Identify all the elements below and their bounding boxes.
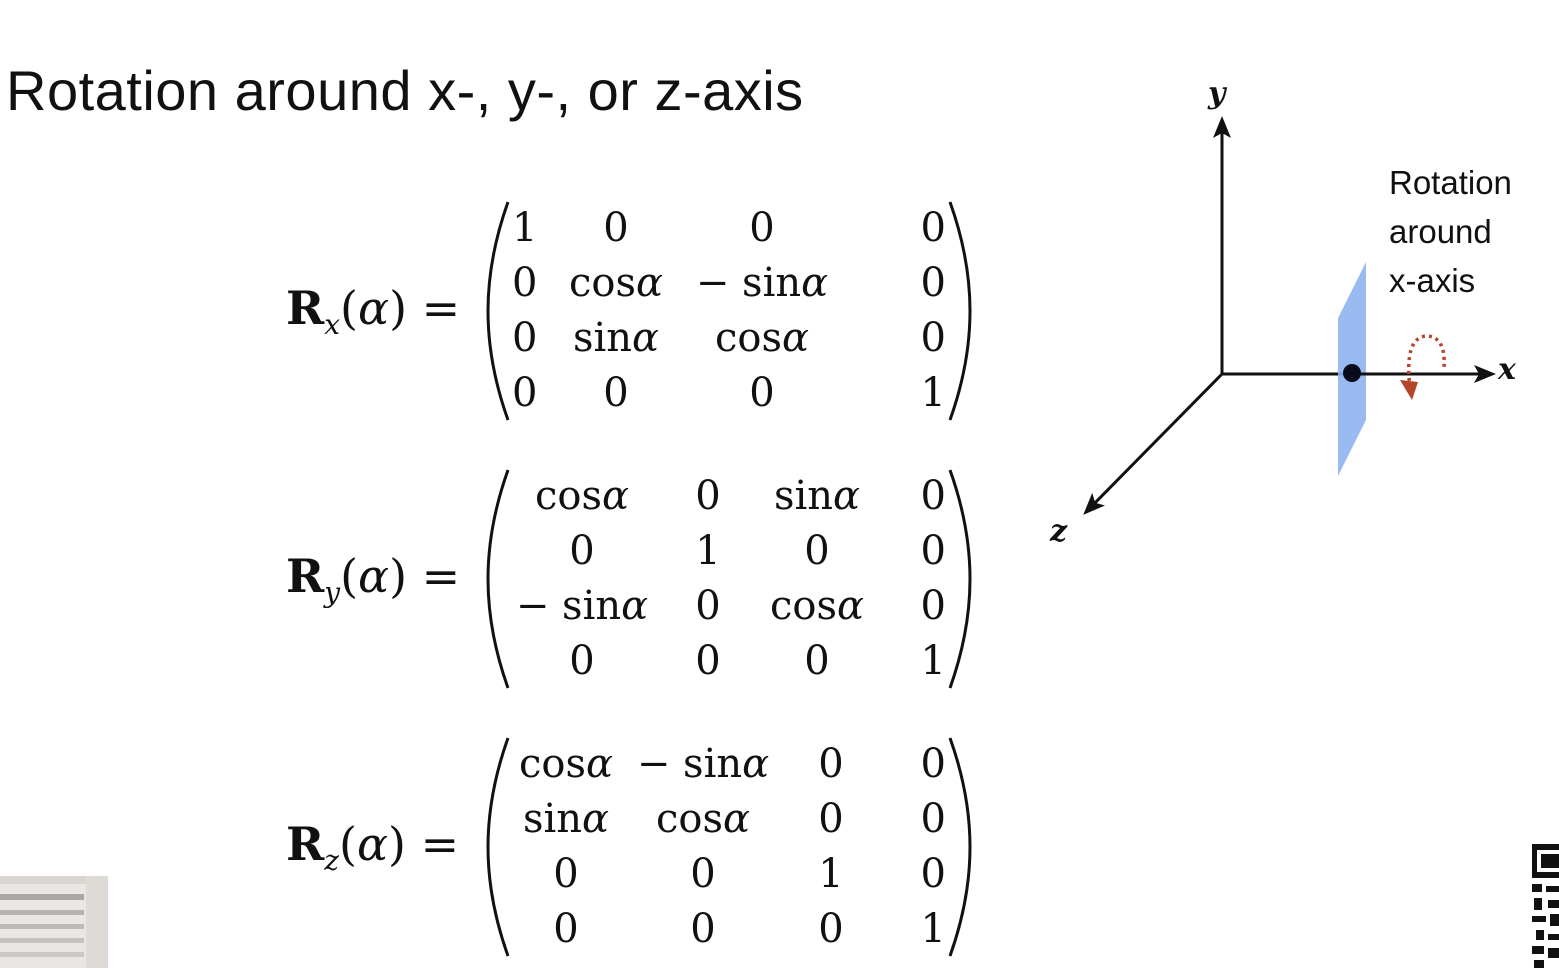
matrix-cell: cos α — [518, 740, 614, 787]
matrix-cell: 0 — [920, 472, 946, 519]
lhs-argument: α — [358, 549, 390, 603]
matrix-cell: 0 — [603, 369, 629, 416]
matrix-cell: − sin α — [636, 740, 770, 787]
matrix-cell: 0 — [749, 369, 775, 416]
matrix-cell: 0 — [920, 740, 946, 787]
caption-line: x-axis — [1389, 262, 1476, 299]
matrix-cell: − sin α — [695, 259, 829, 306]
left-bracket-icon — [486, 469, 510, 689]
matrix-cell: 0 — [920, 259, 946, 306]
qr-code-icon — [1530, 842, 1559, 968]
matrix-cell: 1 — [512, 204, 538, 251]
equation-ry: Ry(α) = cos α 0 sin α 0 0 1 0 0 − sin α … — [286, 464, 972, 694]
matrix-cell: 0 — [690, 905, 716, 952]
matrix-cell: 0 — [603, 204, 629, 251]
matrix-cell: cos α — [769, 582, 865, 629]
matrix-cell: cos α — [714, 314, 810, 361]
axes-svg — [1083, 116, 1496, 515]
matrix-cell: 0 — [818, 795, 844, 842]
corner-photo — [0, 876, 108, 968]
paren-close: ) = — [389, 281, 461, 335]
matrix-cell: 0 — [553, 905, 579, 952]
slide-title: Rotation around x-, y-, or z-axis — [6, 59, 804, 122]
matrix-cell: 0 — [818, 740, 844, 787]
lhs-argument: α — [357, 281, 390, 335]
matrix-cell: 1 — [818, 850, 844, 897]
matrix-ry: cos α 0 sin α 0 0 1 0 0 − sin α 0 cos α … — [486, 466, 972, 692]
matrix-cell: cos α — [655, 795, 751, 842]
left-bracket-icon — [486, 201, 510, 421]
lhs-ry: Ry(α) = — [286, 549, 486, 609]
equation-rz: Rz(α) = cos α − sin α 0 0 sin α cos α 0 … — [286, 732, 972, 962]
matrix-cell: 1 — [920, 637, 946, 684]
matrix-grid: cos α 0 sin α 0 0 1 0 0 − sin α 0 cos α … — [512, 466, 946, 688]
paren-close: ) = — [388, 817, 460, 871]
matrix-cell: 0 — [569, 637, 595, 684]
matrix-grid: 1 0 0 0 0 cos α − sin α 0 0 sin α cos α … — [512, 198, 946, 420]
matrix-cell: 0 — [804, 527, 830, 574]
caption-line: around — [1389, 213, 1492, 250]
lhs-rz: Rz(α) = — [286, 817, 486, 877]
matrix-cell: 0 — [749, 204, 775, 251]
matrix-cell: sin α — [572, 314, 660, 361]
lhs-subscript: y — [324, 576, 341, 609]
matrix-cell: 0 — [920, 850, 946, 897]
axis-point — [1343, 364, 1361, 382]
lhs-argument: α — [356, 817, 389, 871]
lhs-subscript: z — [324, 844, 339, 877]
matrix-cell: 0 — [920, 314, 946, 361]
matrix-grid: cos α − sin α 0 0 sin α cos α 0 0 0 0 1 … — [512, 734, 946, 956]
matrix-cell: 0 — [569, 527, 595, 574]
matrix-cell: − sin α — [515, 582, 649, 629]
matrix-cell: 0 — [804, 637, 830, 684]
matrix-cell: 0 — [553, 850, 579, 897]
paren-open: ( — [340, 281, 358, 335]
matrix-rx: 1 0 0 0 0 cos α − sin α 0 0 sin α cos α … — [486, 198, 972, 424]
matrix-cell: 0 — [920, 204, 946, 251]
lhs-rx: Rx(α) = — [286, 281, 486, 341]
matrix-cell: 0 — [920, 582, 946, 629]
matrix-cell: 0 — [695, 637, 721, 684]
z-axis-label: z — [1050, 514, 1068, 549]
right-bracket-icon — [948, 469, 972, 689]
matrix-cell: 0 — [920, 527, 946, 574]
right-bracket-icon — [948, 201, 972, 421]
matrix-cell: 0 — [920, 795, 946, 842]
rotation-arrowhead-icon — [1400, 380, 1418, 400]
matrix-cell: 1 — [695, 527, 721, 574]
lhs-symbol: R — [286, 817, 325, 871]
matrix-cell: cos α — [534, 472, 630, 519]
matrix-cell: cos α — [568, 259, 664, 306]
matrix-cell: 0 — [695, 472, 721, 519]
left-bracket-icon — [486, 737, 510, 957]
rotation-arrow-icon — [1406, 334, 1446, 389]
caption-line: Rotation — [1389, 164, 1512, 201]
paren-open: ( — [340, 549, 359, 603]
paren-open: ( — [339, 817, 357, 871]
matrix-cell: 0 — [818, 905, 844, 952]
lhs-subscript: x — [324, 308, 341, 341]
equation-rx: Rx(α) = 1 0 0 0 0 cos α − sin α 0 0 sin … — [286, 196, 972, 426]
lhs-symbol: R — [286, 549, 325, 603]
matrix-cell: 0 — [512, 314, 538, 361]
z-axis-line — [1083, 372, 1224, 515]
matrix-cell: sin α — [522, 795, 610, 842]
matrix-rz: cos α − sin α 0 0 sin α cos α 0 0 0 0 1 … — [486, 734, 972, 960]
matrix-cell: 1 — [920, 369, 946, 416]
right-bracket-icon — [948, 737, 972, 957]
diagram-caption: Rotation around x-axis — [1389, 158, 1559, 305]
matrix-cell: 0 — [695, 582, 721, 629]
y-axis-label: y — [1208, 76, 1226, 111]
matrix-cell: 0 — [512, 259, 538, 306]
paren-close: ) = — [389, 549, 461, 603]
matrix-cell: 1 — [920, 905, 946, 952]
matrix-cell: sin α — [773, 472, 861, 519]
axis-diagram: y x z Rotation around x-axis — [1030, 70, 1559, 570]
matrix-cell: 0 — [512, 369, 538, 416]
matrix-cell: 0 — [690, 850, 716, 897]
x-axis-label: x — [1498, 352, 1516, 387]
lhs-symbol: R — [286, 281, 325, 335]
